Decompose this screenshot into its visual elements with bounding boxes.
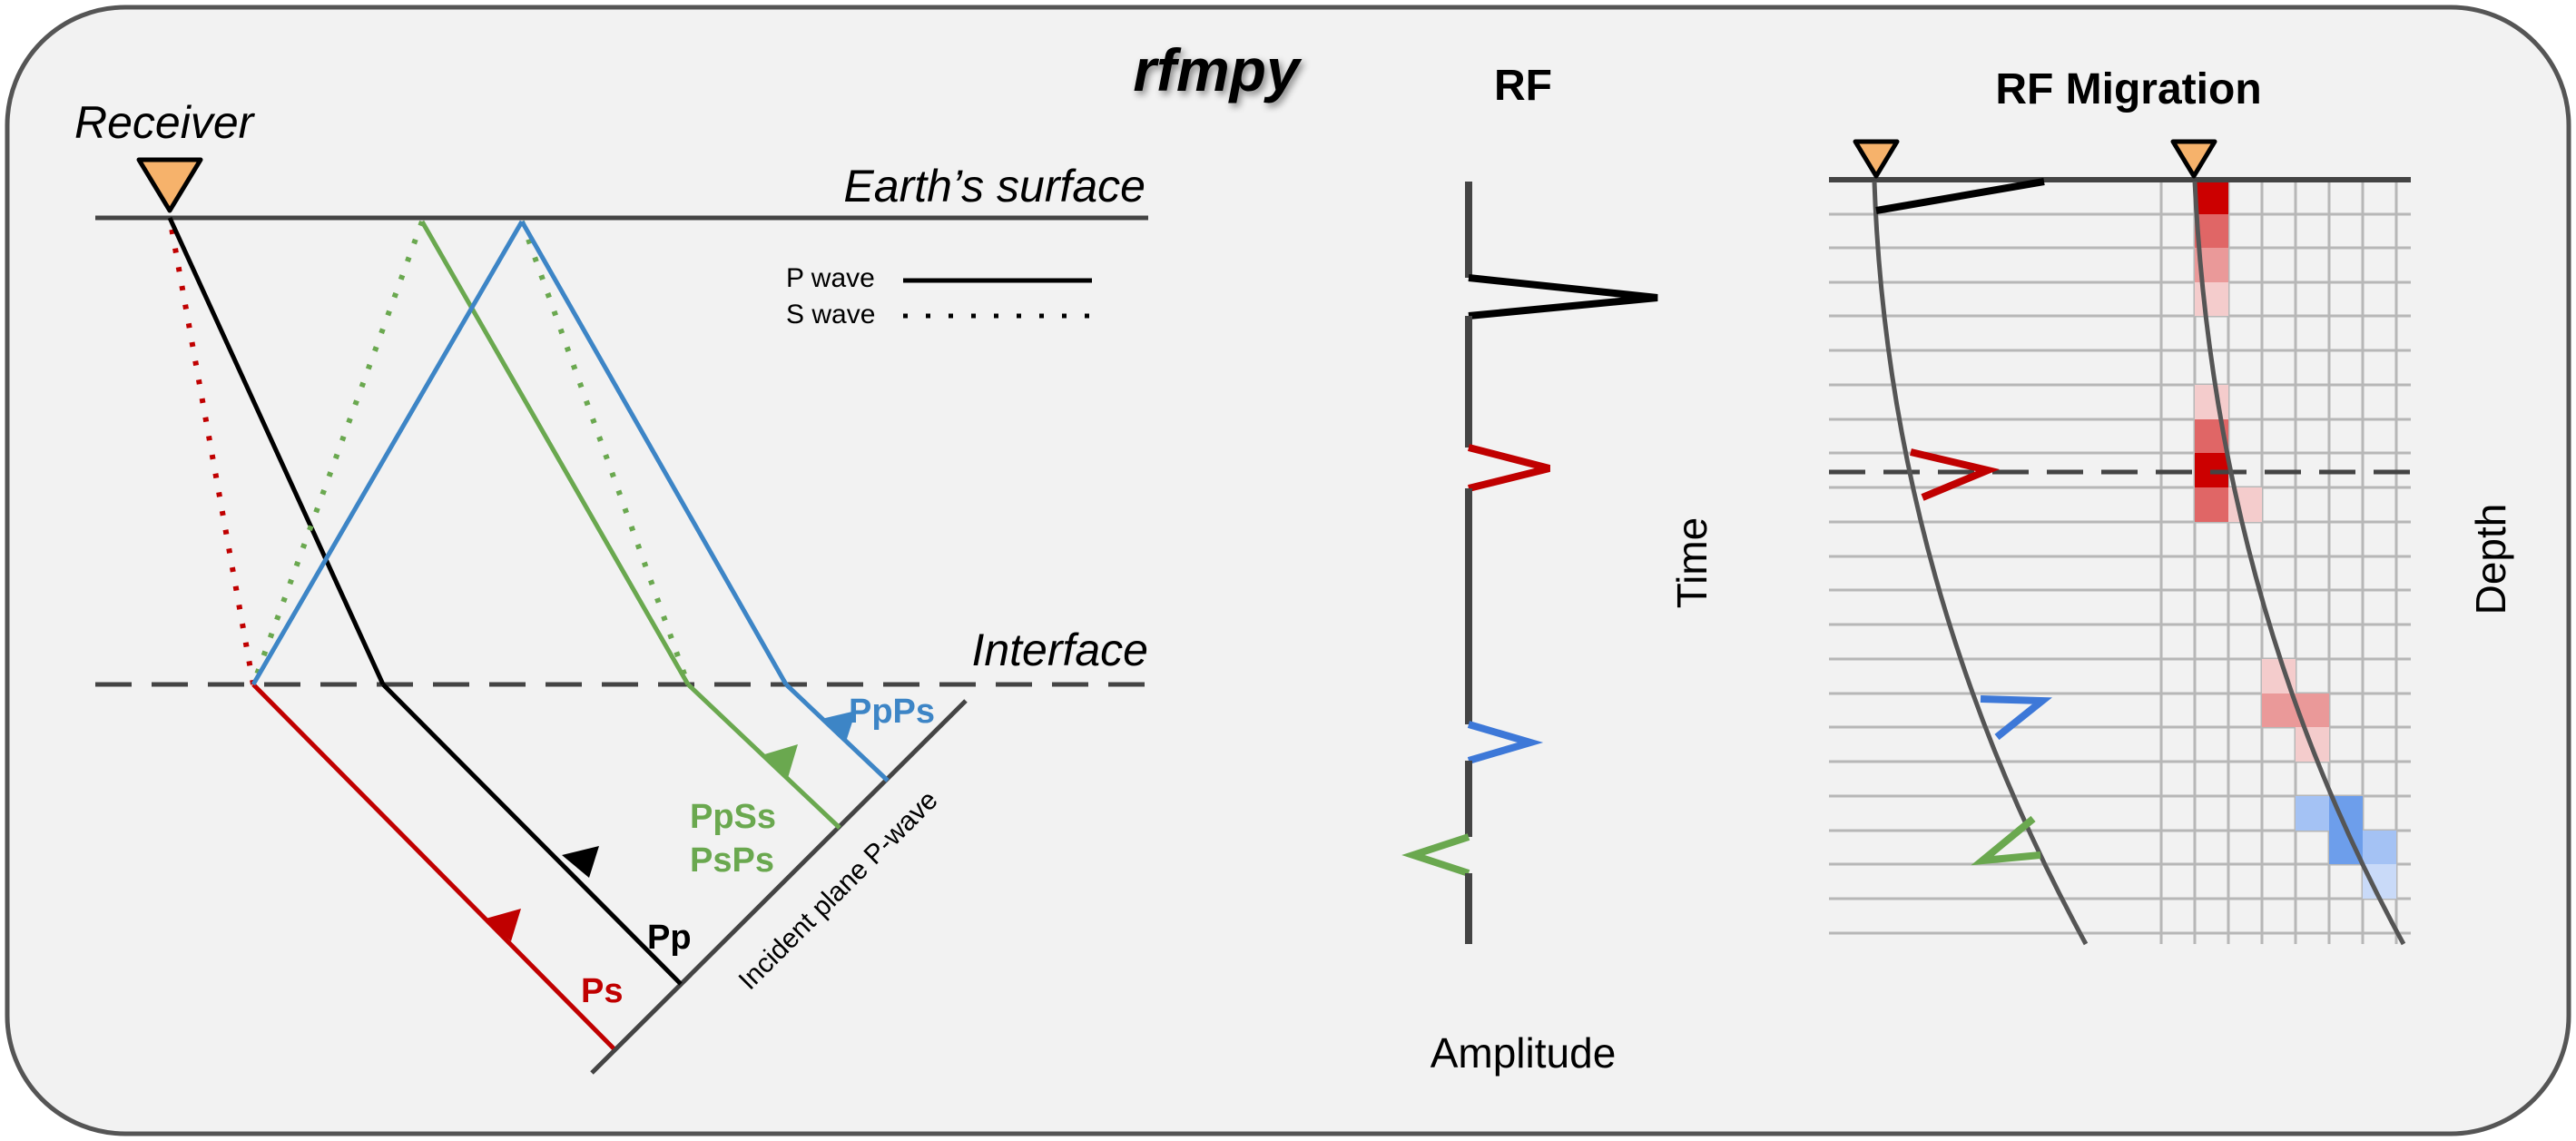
migration-pulse-ppss	[1971, 815, 2041, 866]
rf-title: RF	[1494, 62, 1552, 110]
rf-time-label: Time	[1668, 517, 1716, 609]
ppps-ray-up	[519, 220, 789, 686]
migration-pulse-ps	[1910, 448, 2000, 501]
title: rfmpy	[1133, 36, 1303, 103]
ps-label: Ps	[581, 972, 623, 1010]
ps-arrow-icon	[486, 909, 521, 941]
ps-ray-p-leg	[251, 683, 615, 1050]
migration-ray-path-right	[2192, 181, 2406, 946]
rf-panel: RF Time Amplitude	[1401, 62, 1716, 1077]
legend-p-wave-label: P wave	[786, 263, 875, 293]
psps-label: PsPs	[690, 841, 774, 880]
ppss-label: PpSs	[690, 798, 776, 836]
pp-ray-upper	[167, 216, 386, 686]
ppps-ray-down	[251, 220, 525, 686]
rf-trace-ps-pulse	[1467, 444, 1551, 492]
rf-trace-ppps-pulse	[1467, 721, 1544, 764]
migration-depth-label: Depth	[2467, 504, 2514, 615]
incident-plane-line	[590, 699, 968, 1075]
ppss-arrow-icon	[762, 744, 798, 778]
receiver-label: Receiver	[74, 97, 256, 148]
migration-title: RF Migration	[1995, 65, 2261, 113]
pp-label: Pp	[647, 919, 692, 957]
station-right-triangle-icon	[2170, 139, 2217, 179]
migration-ray-path-left	[1872, 181, 2089, 946]
rf-trace-direct-p	[1468, 274, 1658, 320]
interface-label: Interface	[971, 625, 1148, 675]
ppss-ray-up-p	[419, 220, 691, 686]
migration-pulse-p	[1875, 178, 2045, 214]
rf-trace-ppss-pulse	[1401, 833, 1470, 877]
ppps-label: PpPs	[849, 693, 935, 731]
pp-ray-lower	[381, 683, 683, 986]
migration-panel: RF Migration	[1829, 65, 2514, 946]
station-left-triangle-icon	[1853, 139, 1900, 179]
receiver-triangle-icon	[136, 157, 203, 213]
legend-s-wave-label: S wave	[786, 300, 875, 330]
surface-label: Earth’s surface	[843, 161, 1145, 211]
rf-amplitude-label: Amplitude	[1431, 1029, 1617, 1077]
ppps-arrow-icon	[821, 711, 856, 742]
pp-arrow-icon	[562, 846, 599, 878]
ps-ray-s-leg	[167, 217, 256, 685]
background-panel	[5, 5, 2571, 1136]
migration-pulse-ppps	[1980, 695, 2053, 741]
